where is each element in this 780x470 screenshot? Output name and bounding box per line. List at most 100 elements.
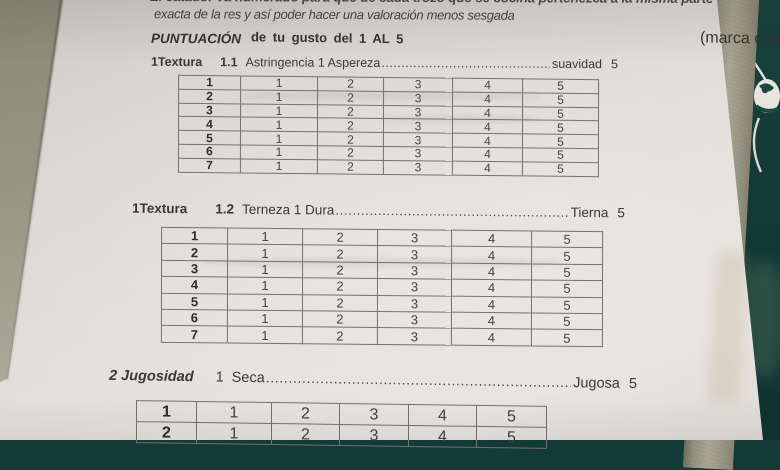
score-option-cell: 3	[383, 160, 453, 175]
row-number-cell: 7	[161, 325, 228, 343]
section-label-astringencia: 1Textura 1.1 Astringencia 1 Aspereza ...…	[151, 55, 618, 71]
score-option-cell: 2	[302, 277, 378, 296]
score-option-cell: 2	[302, 310, 378, 328]
score-option-cell: 2	[317, 131, 384, 147]
score-option-cell: 1	[240, 144, 318, 160]
paper-sheet	[0, 0, 763, 440]
score-option-cell: 3	[339, 403, 409, 426]
score-option-cell: 5	[531, 280, 603, 298]
intro-text-2: exacta de la res y así poder hacer una v…	[153, 6, 515, 23]
score-option-cell: 4	[451, 230, 532, 248]
score-option-cell: 3	[377, 229, 452, 247]
section-category: 2 Jugosidad	[108, 367, 194, 386]
scale-low-label: Seca	[231, 369, 265, 387]
score-option-cell: 5	[531, 312, 603, 330]
score-option-cell: 3	[377, 327, 452, 345]
scale-high-label: Jugosa	[573, 375, 621, 392]
row-number-cell: 5	[178, 130, 241, 145]
leader-dots: ........................................…	[381, 55, 551, 71]
row-number-cell: 6	[178, 144, 241, 159]
score-option-cell: 1	[240, 103, 318, 119]
score-option-cell: 2	[271, 402, 340, 425]
score-option-cell: 2	[317, 76, 384, 92]
score-option-cell: 4	[451, 295, 532, 313]
score-option-cell: 3	[383, 146, 453, 161]
scoring-title-line: PUNTUACIÓN de tu gusto del 1 AL 5 (marca…	[150, 29, 780, 52]
score-option-cell: 4	[452, 78, 523, 93]
score-option-cell: 4	[452, 160, 523, 176]
score-option-cell: 3	[377, 278, 452, 296]
score-option-cell: 4	[408, 425, 477, 448]
row-number-cell: 3	[178, 102, 241, 118]
scale-high-value: 5	[628, 376, 638, 393]
section-item-number: 1	[215, 369, 224, 386]
bleed-through-smudge	[380, 116, 540, 123]
score-option-cell: 3	[377, 311, 452, 329]
logo-curve-bottom	[752, 117, 763, 173]
leader-dots: ........................................…	[265, 370, 572, 392]
scale-low-label: Terneza 1 Dura	[241, 201, 335, 218]
score-option-cell: 3	[383, 132, 453, 148]
row-number-cell: 2	[136, 421, 197, 444]
score-option-cell: 1	[227, 326, 303, 344]
score-option-cell: 4	[452, 147, 523, 162]
logo-mouth	[754, 104, 779, 113]
section-label-terneza: 1Textura 1.2 Terneza 1 Dura ............…	[132, 201, 625, 221]
score-option-cell: 4	[452, 133, 523, 148]
score-option-cell: 5	[522, 134, 599, 149]
score-option-cell: 4	[451, 312, 532, 330]
score-option-cell: 3	[339, 424, 409, 447]
score-option-cell: 4	[451, 328, 532, 346]
scale-high-value: 5	[617, 205, 626, 221]
score-option-cell: 1	[196, 401, 272, 424]
scoring-range: de tu gusto del 1 AL 5	[250, 29, 404, 47]
score-option-cell: 5	[531, 263, 603, 281]
score-option-cell: 2	[317, 104, 384, 119]
leader-dots: ........................................…	[335, 202, 569, 220]
row-number-cell: 1	[136, 400, 197, 423]
row-number-cell: 5	[161, 292, 228, 310]
score-option-cell: 1	[227, 293, 303, 311]
score-option-cell: 2	[317, 159, 384, 175]
row-number-cell: 7	[178, 158, 241, 173]
row-number-cell: 2	[178, 89, 241, 104]
scoring-title: PUNTUACIÓN	[150, 30, 242, 47]
score-option-cell: 5	[476, 405, 547, 428]
score-option-cell: 5	[522, 78, 599, 94]
section-item-number: 1.1	[220, 55, 238, 70]
score-option-cell: 1	[227, 309, 303, 328]
score-option-cell: 1	[240, 75, 318, 91]
score-option-cell: 1	[227, 277, 303, 295]
score-option-cell: 3	[383, 77, 453, 92]
score-option-cell: 5	[522, 120, 599, 135]
scale-high-label: Tierna	[570, 204, 609, 221]
intro-line-2: exacta de la res y así poder hacer una v…	[154, 6, 515, 23]
score-option-cell: 1	[227, 228, 303, 246]
score-option-cell: 3	[377, 295, 452, 313]
scoring-note: (marca con una cruz la casilla correspon…	[699, 29, 780, 52]
section-category: 1Textura	[131, 200, 188, 217]
score-option-cell: 1	[240, 131, 318, 146]
row-number-cell: 2	[161, 243, 228, 261]
score-option-cell: 1	[240, 117, 318, 132]
score-option-cell: 1	[240, 158, 318, 174]
score-option-cell: 2	[271, 423, 340, 446]
score-option-cell: 2	[302, 294, 378, 312]
score-option-cell: 4	[451, 279, 532, 297]
score-option-cell: 2	[302, 228, 378, 246]
section-category: 1Textura	[150, 54, 203, 70]
row-number-cell: 4	[178, 116, 241, 132]
paper-stain	[706, 251, 750, 403]
score-option-cell: 5	[476, 426, 547, 449]
score-option-cell: 2	[317, 118, 384, 133]
score-option-cell: 1	[196, 422, 272, 445]
score-option-cell: 5	[531, 329, 603, 347]
section-label-jugosidad: 2 Jugosidad 1 Seca .....................…	[109, 368, 637, 392]
score-option-cell: 2	[317, 145, 384, 161]
row-number-cell: 4	[161, 276, 228, 294]
